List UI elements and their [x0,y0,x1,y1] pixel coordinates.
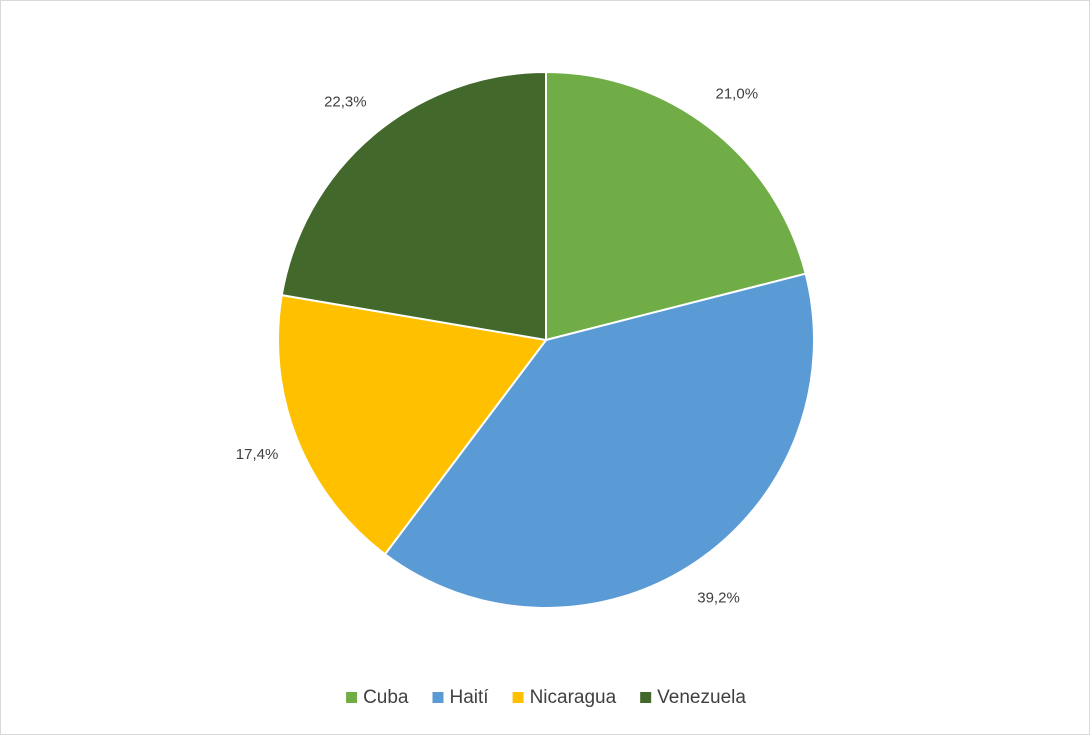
legend: Cuba Haití Nicaragua Venezuela [346,687,746,708]
pie-slice [545,70,807,342]
pie-slice [383,272,815,609]
pie: 21,0% 39,2% 17,4% 22,3% [236,70,815,609]
legend-swatch [432,692,444,703]
legend-label: Haití [449,687,489,708]
data-label: 17,4% [236,446,279,463]
legend-label: Nicaragua [530,687,617,708]
data-label: 22,3% [324,93,367,110]
data-label: 39,2% [697,590,740,607]
data-label: 21,0% [716,85,759,102]
legend-label: Cuba [363,687,409,708]
legend-label: Venezuela [657,687,746,708]
legend-swatch [346,692,358,703]
pie-slice [280,70,547,342]
pie-slice [277,293,548,556]
legend-swatch [640,692,652,703]
legend-swatch [512,692,524,703]
